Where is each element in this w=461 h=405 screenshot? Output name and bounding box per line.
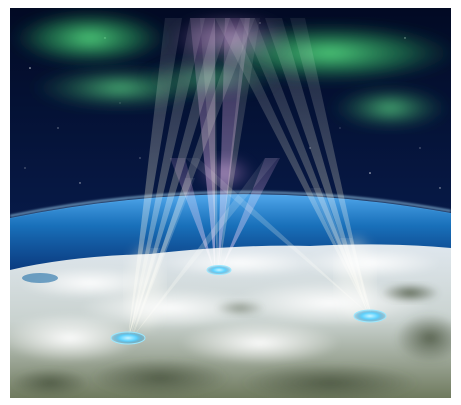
ground-antennas: [110, 265, 387, 345]
left-antenna: [110, 331, 146, 345]
right-antenna: [353, 309, 387, 323]
center-yellow-beams: [200, 18, 260, 270]
right-beams: [185, 18, 372, 316]
scene-svg: [10, 8, 451, 398]
center-antenna: [206, 265, 232, 275]
radar-aurora-illustration: [10, 8, 451, 398]
radar-beams: [127, 18, 373, 338]
earth-surface: [10, 244, 451, 398]
